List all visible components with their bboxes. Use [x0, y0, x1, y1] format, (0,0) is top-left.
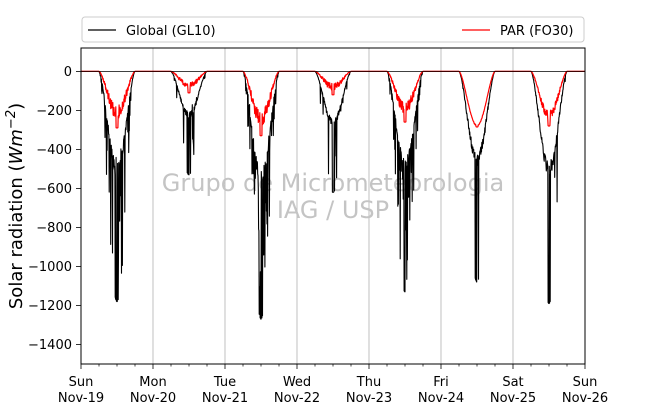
y-tick-label: −800	[36, 221, 72, 236]
y-axis-label: Solar radiation (Wm−2)	[4, 103, 27, 309]
x-tick-label-day: Fri	[433, 375, 449, 390]
legend: Global (GL10) PAR (FO30)	[81, 16, 585, 43]
y-axis: 0 −200 −400 −600 −800 −1000 −1200 −1400	[28, 65, 81, 353]
y-tick-label: −200	[36, 104, 72, 119]
x-tick-label-day: Sun	[69, 375, 94, 390]
x-tick-label-date: Nov-24	[418, 391, 464, 406]
x-tick-label-day: Sat	[502, 375, 523, 390]
x-tick-label-day: Tue	[213, 375, 236, 390]
y-tick-label: −1200	[28, 299, 72, 314]
x-tick-label-date: Nov-25	[490, 391, 536, 406]
x-tick-label-date: Nov-20	[130, 391, 176, 406]
x-tick-label-date: Nov-23	[346, 391, 392, 406]
y-tick-label: −600	[36, 182, 72, 197]
y-tick-label: −1000	[28, 260, 72, 275]
x-tick-label-date: Nov-22	[274, 391, 320, 406]
y-tick-label: −400	[36, 143, 72, 158]
series-line-global	[81, 70, 585, 320]
legend-label-par: PAR (FO30)	[500, 24, 573, 39]
vertical-gridlines	[152, 48, 514, 364]
x-tick-label-day: Mon	[139, 375, 166, 390]
x-axis: SunNov-19MonNov-20TueNov-21WedNov-22ThuN…	[58, 364, 608, 406]
watermark-line-2: IAG / USP	[277, 196, 389, 224]
x-tick-label-date: Nov-26	[562, 391, 608, 406]
legend-label-global: Global (GL10)	[126, 24, 216, 39]
series-lines	[81, 70, 585, 320]
y-tick-label: −1400	[28, 338, 72, 353]
watermark: Grupo de Micrometeorologia IAG / USP	[162, 169, 504, 224]
legend-box	[81, 16, 585, 43]
x-tick-label-day: Sun	[573, 375, 598, 390]
y-tick-label: 0	[64, 65, 72, 80]
x-tick-label-date: Nov-21	[202, 391, 248, 406]
x-tick-label-day: Thu	[356, 375, 381, 390]
x-tick-label-day: Wed	[283, 375, 311, 390]
x-tick-label-date: Nov-19	[58, 391, 104, 406]
series-line-par	[81, 70, 585, 137]
